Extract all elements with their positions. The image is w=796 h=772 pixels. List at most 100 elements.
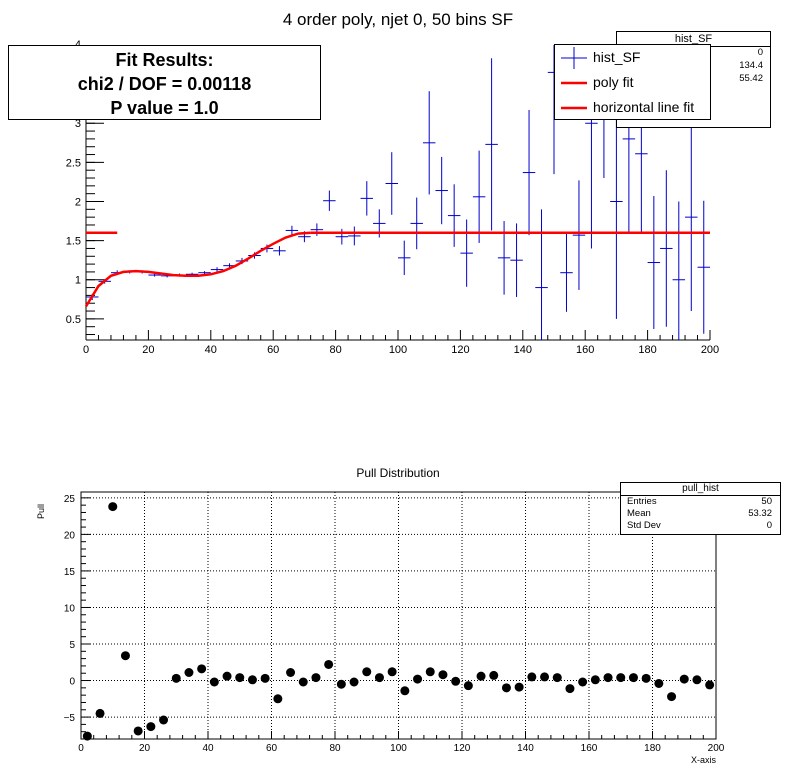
- pull-marker: [247, 675, 257, 685]
- top-y-tick-label: 2: [75, 196, 81, 208]
- fit-results-chi2: chi2 / DOF = 0.00118: [77, 74, 252, 94]
- top-y-tick-label: 0.5: [66, 314, 81, 326]
- pull-marker: [387, 667, 397, 677]
- pull-marker: [438, 670, 448, 680]
- top-x-tick-label: 40: [205, 344, 217, 356]
- pull-marker: [603, 673, 613, 683]
- top-x-tick-label: 80: [329, 344, 341, 356]
- top-stat-value: 0: [757, 47, 763, 58]
- bottom-x-tick-label: 80: [329, 743, 341, 754]
- bottom-x-tick-label: 0: [78, 743, 84, 754]
- top-chart-title: 4 order poly, njet 0, 50 bins SF: [282, 10, 514, 29]
- pull-marker: [540, 672, 550, 682]
- top-x-tick-label: 0: [83, 344, 89, 356]
- bottom-chart-title: Pull Distribution: [356, 466, 440, 480]
- legend-item-poly: poly fit: [555, 70, 710, 95]
- bottom-stat-value: 0: [766, 520, 772, 531]
- pull-marker: [552, 673, 562, 683]
- pull-marker: [235, 673, 245, 683]
- pull-marker: [667, 692, 677, 702]
- pull-marker: [273, 694, 283, 704]
- pull-marker: [311, 673, 321, 683]
- pull-marker: [349, 677, 359, 687]
- top-y-tick-label: 1.5: [66, 236, 81, 248]
- pull-marker: [95, 708, 105, 718]
- bottom-stats-title: pull_hist: [621, 483, 780, 496]
- top-y-tick-label: 2.5: [66, 157, 81, 169]
- bottom-x-tick-label: 60: [266, 743, 278, 754]
- legend-item-hline: horizontal line fit: [555, 95, 710, 120]
- bottom-x-tick-label: 40: [202, 743, 214, 754]
- pull-marker: [120, 651, 130, 661]
- legend-hline-symbol: [561, 106, 587, 110]
- top-x-tick-label: 180: [638, 344, 656, 356]
- top-stat-value: 55.42: [739, 73, 763, 84]
- pull-marker: [146, 722, 156, 732]
- bottom-stat-value: 53.32: [748, 508, 772, 519]
- bottom-x-axis-title: X-axis: [691, 755, 717, 765]
- legend-hline-label: horizontal line fit: [593, 99, 695, 115]
- pull-marker: [514, 682, 524, 692]
- pull-marker: [628, 673, 638, 683]
- bottom-y-tick-label: 20: [64, 530, 76, 541]
- pull-marker: [451, 676, 461, 686]
- top-plot-area: 0204060801001201401601802000.511.522.533…: [66, 39, 719, 356]
- pull-marker: [222, 671, 232, 681]
- legend-poly-label: poly fit: [593, 74, 634, 90]
- pull-marker: [463, 681, 473, 691]
- bottom-x-tick-label: 160: [581, 743, 598, 754]
- top-stats-values: 0 134.4 55.42: [712, 46, 771, 94]
- legend-hist-label: hist_SF: [593, 49, 641, 65]
- legend-poly-symbol: [561, 81, 587, 85]
- bottom-stat-row: Mean 53.32: [621, 508, 780, 520]
- bottom-y-tick-label: 0: [69, 677, 75, 688]
- pull-marker: [527, 672, 537, 682]
- top-x-tick-label: 200: [701, 344, 719, 356]
- fit-results-heading: Fit Results:: [115, 50, 214, 70]
- pull-marker: [159, 715, 169, 725]
- bottom-stats-box: pull_hist Entries 50 Mean 53.32 Std Dev 0: [620, 482, 781, 535]
- bottom-x-tick-label: 140: [517, 743, 534, 754]
- top-stat-value: 134.4: [739, 60, 763, 71]
- pull-marker: [679, 674, 689, 684]
- bottom-x-tick-label: 120: [454, 743, 471, 754]
- bottom-x-tick-label: 200: [708, 743, 725, 754]
- legend-box: hist_SF poly fit horizontal line fit: [554, 44, 711, 120]
- fit-results-pvalue: P value = 1.0: [110, 98, 219, 118]
- pull-marker: [336, 679, 346, 689]
- top-x-tick-label: 60: [267, 344, 279, 356]
- pull-marker: [565, 684, 575, 694]
- bottom-stat-label: Entries: [627, 496, 657, 507]
- bottom-y-axis-title: Pull: [36, 504, 46, 519]
- bottom-stat-row: Std Dev 0: [621, 520, 780, 532]
- top-x-tick-label: 20: [142, 344, 154, 356]
- bottom-y-tick-label: 10: [64, 603, 76, 614]
- top-x-tick-label: 140: [514, 344, 532, 356]
- pull-marker: [705, 680, 715, 690]
- bottom-stat-row: Entries 50: [621, 496, 780, 508]
- pull-marker: [108, 502, 118, 512]
- pull-marker: [578, 677, 588, 687]
- bottom-y-tick-label: −5: [64, 713, 76, 724]
- pull-marker: [476, 671, 486, 681]
- pull-marker: [692, 675, 702, 685]
- bottom-y-tick-label: 15: [64, 567, 76, 578]
- pull-marker: [209, 677, 219, 687]
- bottom-stat-label: Mean: [627, 508, 651, 519]
- pull-marker: [260, 673, 270, 683]
- pull-marker: [413, 674, 423, 684]
- pull-marker: [590, 675, 600, 685]
- top-x-tick-label: 160: [576, 344, 594, 356]
- pull-marker: [654, 678, 664, 688]
- pull-marker: [425, 667, 435, 677]
- pull-marker: [133, 726, 143, 736]
- pull-marker: [501, 683, 511, 693]
- pull-marker: [374, 673, 384, 683]
- legend-hist-symbol: [561, 47, 587, 69]
- bottom-y-tick-label: 5: [69, 640, 75, 651]
- poly-fit-curve: [84, 231, 311, 308]
- pull-marker: [286, 668, 296, 677]
- pull-marker: [298, 677, 308, 687]
- top-x-tick-label: 100: [389, 344, 407, 356]
